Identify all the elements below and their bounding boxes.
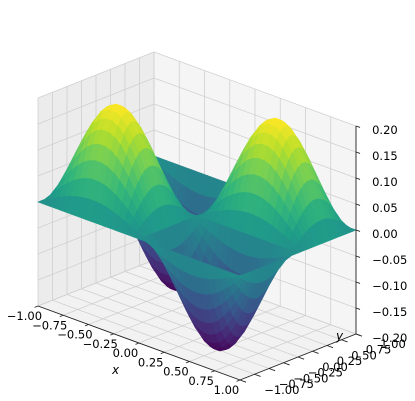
- x-tick-mark: [34, 305, 39, 308]
- x-tick-label: 0.75: [188, 374, 214, 388]
- tick-labels: −1.00−1.00−0.75−0.75−0.50−0.50−0.25−0.25…: [7, 123, 408, 397]
- x-tick-mark: [160, 351, 165, 355]
- gridline: [189, 315, 306, 362]
- z-tick-label: 0.05: [372, 201, 398, 215]
- z-tick-mark: [355, 281, 361, 284]
- y-tick-mark: [283, 362, 290, 366]
- x-tick-label: −1.00: [7, 309, 42, 323]
- x-tick-mark: [211, 370, 215, 373]
- z-tick-label: −0.05: [372, 253, 407, 267]
- surface-plot: [37, 103, 357, 352]
- y-tick-mark: [326, 345, 334, 349]
- gridline: [37, 233, 155, 281]
- x-tick-label: 0.50: [163, 365, 189, 379]
- z-tick-mark: [355, 177, 361, 180]
- x-tick-label: −0.50: [57, 328, 92, 342]
- x-tick-mark: [185, 361, 190, 364]
- z-tick-mark: [355, 229, 361, 232]
- y-tick-mark: [239, 379, 247, 383]
- gridline: [37, 259, 155, 307]
- x-tick-label: 1.00: [214, 383, 240, 397]
- gridline: [37, 51, 155, 99]
- tick-marks: [34, 125, 363, 383]
- z-tick-mark: [355, 151, 361, 154]
- z-tick-label: −0.10: [372, 279, 407, 293]
- z-tick-mark: [355, 333, 361, 336]
- gridline: [37, 77, 155, 125]
- y-tick-mark: [312, 350, 319, 354]
- z-tick-mark: [355, 307, 361, 310]
- x-tick-label: 0.00: [113, 346, 139, 360]
- gridline: [153, 51, 357, 127]
- z-tick-mark: [355, 125, 361, 128]
- y-tick-label: −0.50: [293, 371, 328, 385]
- z-tick-label: 0.10: [372, 175, 398, 189]
- y-tick-label: −0.25: [308, 366, 343, 380]
- z-tick-label: 0.20: [372, 123, 398, 137]
- x-tick-label: −0.25: [83, 337, 118, 351]
- x-tick-label: −0.75: [32, 318, 67, 332]
- x-tick-mark: [59, 314, 64, 318]
- x-tick-mark: [84, 324, 89, 327]
- z-tick-label: 0.00: [372, 227, 398, 241]
- y-tick-label: 0.25: [337, 354, 363, 368]
- y-tick-label: −1.00: [264, 383, 299, 397]
- y-axis-label: y: [335, 329, 344, 343]
- y-tick-label: 0.50: [351, 348, 377, 362]
- gridline: [214, 324, 331, 372]
- y-tick-mark: [268, 368, 276, 372]
- z-tick-label: 0.15: [372, 149, 398, 163]
- y-tick-label: −0.75: [279, 377, 314, 391]
- y-tick-label: 1.00: [380, 337, 406, 351]
- x-tick-mark: [236, 379, 241, 382]
- y-tick-mark: [341, 339, 348, 343]
- z-tick-label: −0.15: [372, 305, 407, 319]
- x-axis-label: x: [111, 363, 120, 377]
- x-tick-mark: [135, 342, 140, 345]
- x-tick-label: 0.25: [138, 355, 164, 369]
- y-tick-mark: [254, 373, 261, 377]
- y-tick-label: 0.00: [322, 360, 348, 374]
- y-tick-mark: [297, 356, 305, 360]
- z-tick-mark: [355, 203, 361, 206]
- surface-patch: [233, 273, 244, 277]
- y-tick-label: 0.75: [366, 343, 392, 357]
- gridline: [153, 77, 357, 153]
- x-tick-mark: [110, 333, 114, 336]
- z-tick-label: −0.20: [372, 331, 407, 345]
- z-tick-mark: [355, 255, 361, 258]
